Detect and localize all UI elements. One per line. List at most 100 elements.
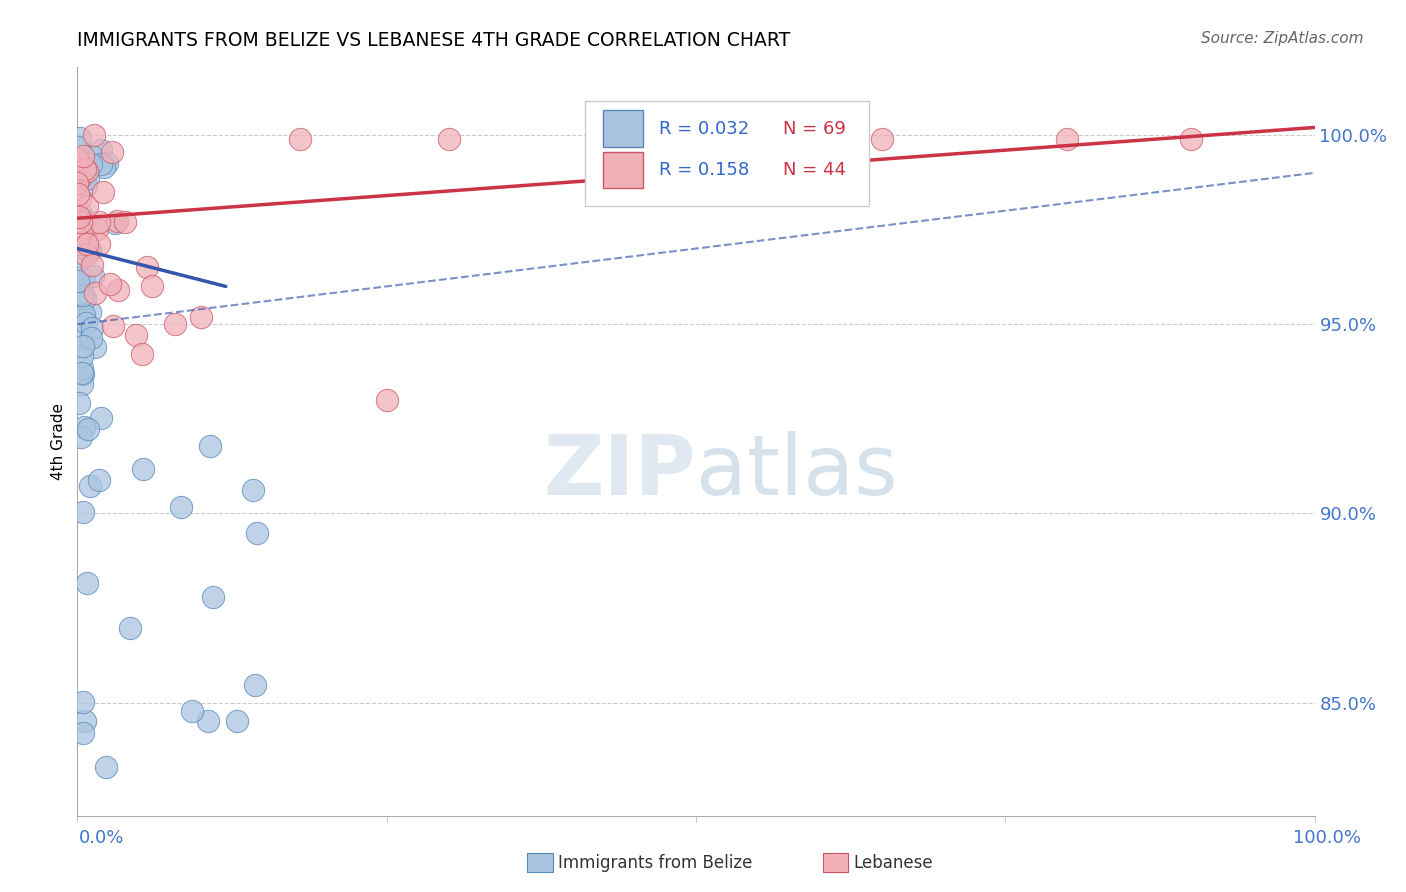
Point xyxy=(67,274,90,288)
Point xyxy=(69,191,91,205)
Point xyxy=(79,244,101,258)
Point xyxy=(73,166,96,180)
Point xyxy=(90,411,112,425)
Point xyxy=(67,396,90,410)
Point xyxy=(1056,132,1078,146)
Point xyxy=(69,215,91,229)
Point xyxy=(73,714,96,728)
Point xyxy=(70,225,93,239)
Point xyxy=(83,286,105,301)
Point xyxy=(67,156,90,170)
Point xyxy=(200,439,222,453)
Point xyxy=(66,140,89,154)
FancyBboxPatch shape xyxy=(603,152,643,188)
Point xyxy=(79,479,101,493)
Point xyxy=(181,704,204,718)
Point xyxy=(76,575,98,590)
Point xyxy=(82,268,104,283)
Point xyxy=(82,258,104,272)
Point xyxy=(125,328,148,343)
Point xyxy=(72,339,94,353)
Text: ZIP: ZIP xyxy=(544,431,696,512)
Point xyxy=(87,473,110,487)
Text: IMMIGRANTS FROM BELIZE VS LEBANESE 4TH GRADE CORRELATION CHART: IMMIGRANTS FROM BELIZE VS LEBANESE 4TH G… xyxy=(77,31,790,50)
Text: atlas: atlas xyxy=(696,431,897,512)
FancyBboxPatch shape xyxy=(585,101,869,205)
Point xyxy=(77,244,100,259)
Point xyxy=(75,248,97,262)
Point xyxy=(437,132,460,146)
Point xyxy=(69,170,91,185)
Point xyxy=(131,347,153,361)
Point xyxy=(76,199,98,213)
Point xyxy=(75,230,97,244)
Point xyxy=(72,695,94,709)
Point xyxy=(83,128,105,143)
Point xyxy=(87,237,110,252)
Point xyxy=(69,237,91,252)
Point xyxy=(104,216,127,230)
Point xyxy=(66,187,89,202)
Point xyxy=(82,148,104,162)
Point xyxy=(73,211,96,226)
Point xyxy=(76,237,98,252)
Point xyxy=(76,164,98,178)
Point xyxy=(288,132,311,146)
Point xyxy=(169,500,191,514)
Point xyxy=(98,277,121,292)
Point xyxy=(73,162,96,177)
Point xyxy=(101,319,124,334)
Point xyxy=(72,275,94,289)
FancyBboxPatch shape xyxy=(603,111,643,147)
Point xyxy=(75,291,97,305)
Point xyxy=(132,461,155,475)
Point xyxy=(163,317,186,331)
Point xyxy=(91,185,114,199)
Point xyxy=(69,331,91,345)
Point xyxy=(72,367,94,381)
Point xyxy=(90,143,112,157)
Point xyxy=(69,161,91,175)
Text: 0.0%: 0.0% xyxy=(79,829,124,847)
Point xyxy=(69,225,91,239)
Point xyxy=(77,170,100,185)
Point xyxy=(66,219,89,233)
Point xyxy=(94,760,117,774)
Point xyxy=(67,210,90,224)
Text: Source: ZipAtlas.com: Source: ZipAtlas.com xyxy=(1201,31,1364,46)
Point xyxy=(120,621,142,635)
Point xyxy=(201,590,224,604)
Point xyxy=(114,215,136,229)
Point xyxy=(105,214,128,228)
Point xyxy=(96,156,118,170)
Point xyxy=(659,132,682,146)
Point xyxy=(84,340,107,354)
Point xyxy=(67,214,90,228)
Point xyxy=(107,283,129,297)
Point xyxy=(72,726,94,740)
Point xyxy=(70,360,93,375)
Point xyxy=(80,331,103,345)
Point xyxy=(69,131,91,145)
Point xyxy=(72,505,94,519)
Text: 100.0%: 100.0% xyxy=(1294,829,1361,847)
Point xyxy=(70,376,93,391)
Point xyxy=(66,153,89,167)
Text: Lebanese: Lebanese xyxy=(853,854,934,871)
Point xyxy=(870,132,893,146)
Text: Immigrants from Belize: Immigrants from Belize xyxy=(558,854,752,871)
Point xyxy=(225,714,247,728)
Point xyxy=(197,714,219,728)
Point xyxy=(79,305,101,319)
Point xyxy=(1180,132,1202,146)
Point xyxy=(72,149,94,163)
Point xyxy=(245,678,267,692)
Point xyxy=(246,526,269,541)
Point xyxy=(86,222,108,236)
Point xyxy=(72,216,94,230)
Text: N = 69: N = 69 xyxy=(783,120,845,137)
Point xyxy=(93,160,115,174)
Point xyxy=(190,310,212,324)
Y-axis label: 4th Grade: 4th Grade xyxy=(51,403,66,480)
Point xyxy=(101,145,124,159)
